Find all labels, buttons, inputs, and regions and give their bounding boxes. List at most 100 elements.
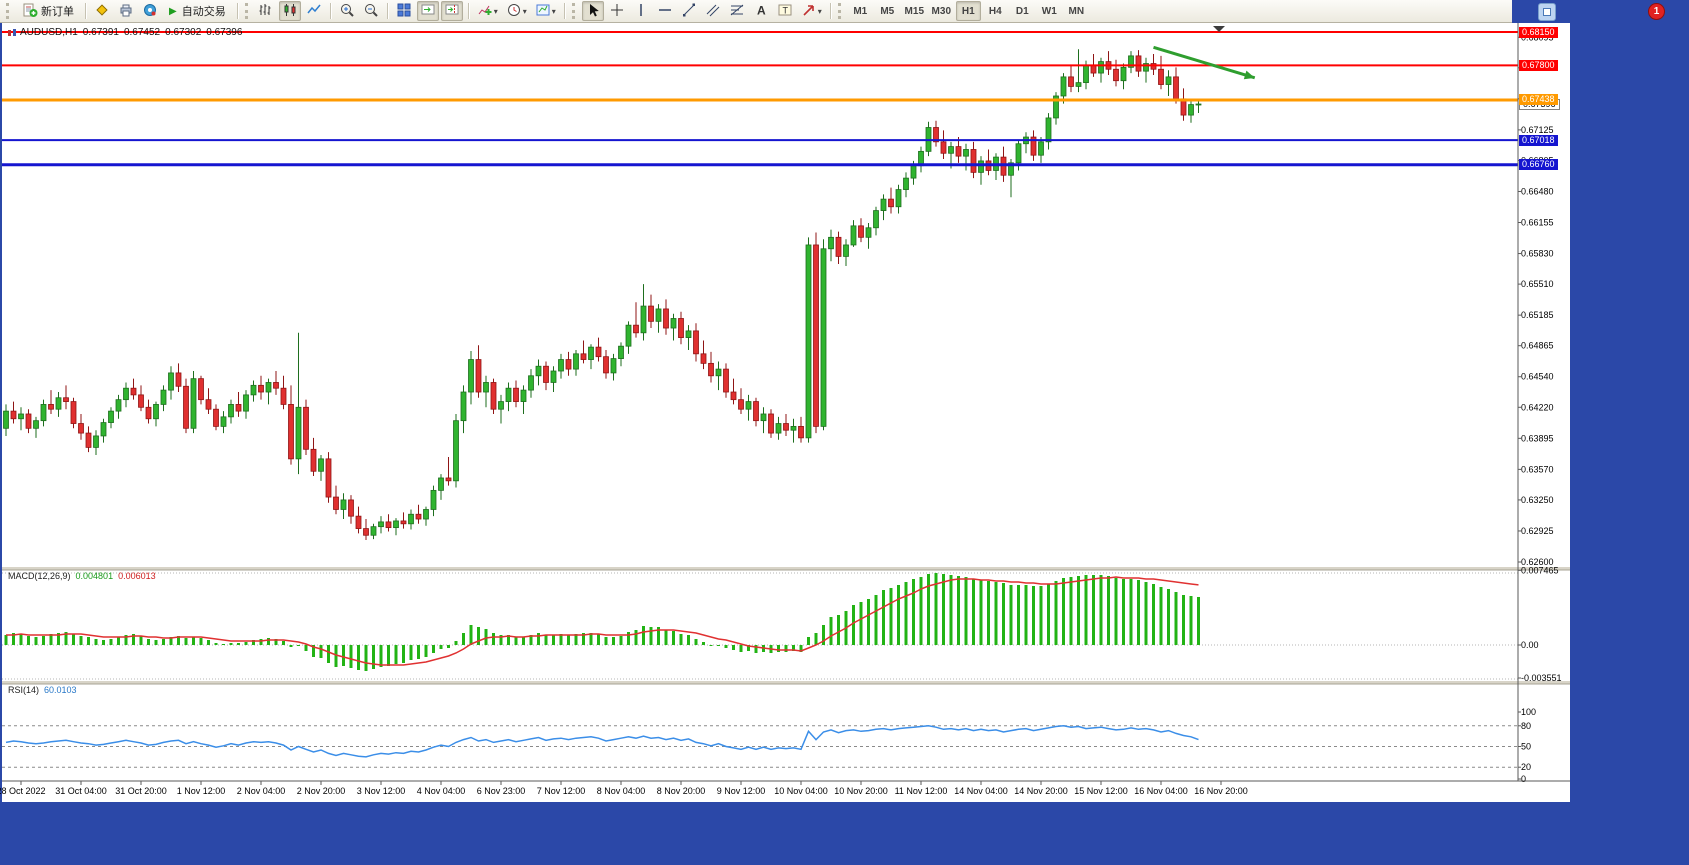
pane-splitter-macd[interactable] xyxy=(2,565,1518,571)
timeframe-button-W1[interactable]: W1 xyxy=(1041,5,1057,17)
community-icon xyxy=(142,2,158,21)
fibonacci-button[interactable] xyxy=(726,1,748,21)
tile-windows-icon xyxy=(396,2,412,21)
svg-text:0.007465: 0.007465 xyxy=(1521,565,1559,575)
svg-text:6 Nov 23:00: 6 Nov 23:00 xyxy=(477,786,526,796)
new-order-button[interactable]: 新订单 xyxy=(16,1,80,21)
equidistant-channel-button[interactable] xyxy=(702,1,724,21)
svg-text:8 Nov 04:00: 8 Nov 04:00 xyxy=(597,786,646,796)
rsi-pane[interactable] xyxy=(2,684,1518,781)
time-scale[interactable] xyxy=(2,781,1518,802)
autotrading-button[interactable]: ▶ 自动交易 xyxy=(163,1,232,21)
svg-text:15 Nov 12:00: 15 Nov 12:00 xyxy=(1074,786,1128,796)
toolbar-drag-handle xyxy=(837,3,844,19)
cursor-icon xyxy=(585,2,601,21)
periods-button[interactable]: ▾ xyxy=(503,1,530,21)
svg-text:0.64220: 0.64220 xyxy=(1521,402,1554,412)
macd-indicator-label: MACD(12,26,9) 0.004801 0.006013 xyxy=(8,571,156,581)
community-button[interactable] xyxy=(139,1,161,21)
timeframe-button-M1[interactable]: M1 xyxy=(853,5,868,17)
chart-window-icon xyxy=(8,29,16,36)
timeframe-button-D1[interactable]: D1 xyxy=(1015,5,1029,17)
svg-text:0.65830: 0.65830 xyxy=(1521,249,1554,259)
macd-signal-value: 0.006013 xyxy=(118,571,156,581)
template-icon xyxy=(535,2,551,21)
main-chart-pane[interactable] xyxy=(2,23,1518,567)
svg-text:0.66155: 0.66155 xyxy=(1521,218,1554,228)
trendline-icon xyxy=(681,2,697,21)
zoom-out-button[interactable] xyxy=(360,1,382,21)
rsi-value: 60.0103 xyxy=(44,685,77,695)
print-button[interactable] xyxy=(115,1,137,21)
crosshair-icon xyxy=(609,2,625,21)
arrows-button[interactable]: ▾ xyxy=(798,1,825,21)
toolbar-separator xyxy=(386,3,388,19)
auto-scroll-icon xyxy=(420,2,436,21)
timeframe-button-H4[interactable]: H4 xyxy=(988,5,1002,17)
zoom-in-icon xyxy=(339,2,355,21)
svg-text:3 Nov 12:00: 3 Nov 12:00 xyxy=(357,786,406,796)
svg-text:8 Nov 20:00: 8 Nov 20:00 xyxy=(657,786,706,796)
ohlc-high: 0.67452 xyxy=(123,27,161,38)
indicators-button[interactable]: ▾ xyxy=(474,1,501,21)
hline-price-tag: 0.67438 xyxy=(1519,94,1558,106)
ohlc-open: 0.67391 xyxy=(82,27,119,38)
svg-text:14 Nov 04:00: 14 Nov 04:00 xyxy=(954,786,1008,796)
mql5-icon[interactable] xyxy=(1538,3,1556,21)
timeframe-button-M5[interactable]: M5 xyxy=(880,5,895,17)
vertical-line-button[interactable] xyxy=(630,1,652,21)
zoom-in-button[interactable] xyxy=(336,1,358,21)
new-order-label: 新订单 xyxy=(41,6,74,18)
svg-text:0.00: 0.00 xyxy=(1521,640,1539,650)
text-label-button[interactable]: T xyxy=(774,1,796,21)
vertical-line-icon xyxy=(633,2,649,21)
timeframe-toolbar: M1 M5 M15 M30 H1 H4 D1 W1 MN xyxy=(847,1,1090,22)
notification-badge[interactable]: 1 xyxy=(1648,3,1665,20)
svg-text:2 Nov 20:00: 2 Nov 20:00 xyxy=(297,786,346,796)
clock-icon xyxy=(506,2,522,21)
toolbar-separator xyxy=(85,3,86,19)
candlestick-chart-icon xyxy=(282,2,298,21)
chart-shift-icon xyxy=(444,2,460,21)
tile-windows-button[interactable] xyxy=(393,1,415,21)
toolbar-separator xyxy=(563,3,565,19)
bar-chart-button[interactable] xyxy=(255,1,277,21)
svg-text:16 Nov 04:00: 16 Nov 04:00 xyxy=(1134,786,1188,796)
timeframe-button-MN[interactable]: MN xyxy=(1068,5,1085,17)
svg-text:0.65510: 0.65510 xyxy=(1521,279,1554,289)
horizontal-line-button[interactable] xyxy=(654,1,676,21)
svg-text:10 Nov 20:00: 10 Nov 20:00 xyxy=(834,786,888,796)
chart-shift-button[interactable] xyxy=(440,1,463,21)
cursor-button[interactable] xyxy=(581,1,604,21)
arrow-tool-icon xyxy=(801,2,817,21)
pane-splitter-rsi[interactable] xyxy=(2,679,1518,685)
metaeditor-button[interactable] xyxy=(91,1,113,21)
svg-text:0.63250: 0.63250 xyxy=(1521,495,1554,505)
macd-pane[interactable] xyxy=(2,570,1518,681)
trendline-button[interactable] xyxy=(678,1,700,21)
text-button[interactable]: A xyxy=(750,1,772,21)
timeframe-button-H1[interactable]: H1 xyxy=(955,1,981,22)
line-chart-button[interactable] xyxy=(303,1,325,21)
text-label-icon: T xyxy=(777,2,793,21)
crosshair-button[interactable] xyxy=(606,1,628,21)
hline-price-tag: 0.68150 xyxy=(1519,26,1558,38)
templates-button[interactable]: ▾ xyxy=(532,1,559,21)
new-order-icon xyxy=(22,2,38,21)
svg-text:0.67125: 0.67125 xyxy=(1521,125,1554,135)
printer-icon xyxy=(118,2,134,21)
auto-scroll-button[interactable] xyxy=(416,1,439,21)
equidistant-channel-icon xyxy=(705,2,721,21)
timeframe-button-M30[interactable]: M30 xyxy=(931,5,951,17)
candlestick-chart-button[interactable] xyxy=(278,1,301,21)
toolbar-separator xyxy=(236,3,238,19)
chevron-down-icon: ▾ xyxy=(817,6,822,16)
timeframe-button-M15[interactable]: M15 xyxy=(904,5,924,17)
zoom-out-icon xyxy=(363,2,379,21)
fibonacci-icon xyxy=(729,2,745,21)
app-icon-dot xyxy=(1543,8,1551,16)
macd-main-value: 0.004801 xyxy=(75,571,114,581)
ohlc-close: 0.67396 xyxy=(206,27,243,38)
svg-text:31 Oct 04:00: 31 Oct 04:00 xyxy=(55,786,107,796)
